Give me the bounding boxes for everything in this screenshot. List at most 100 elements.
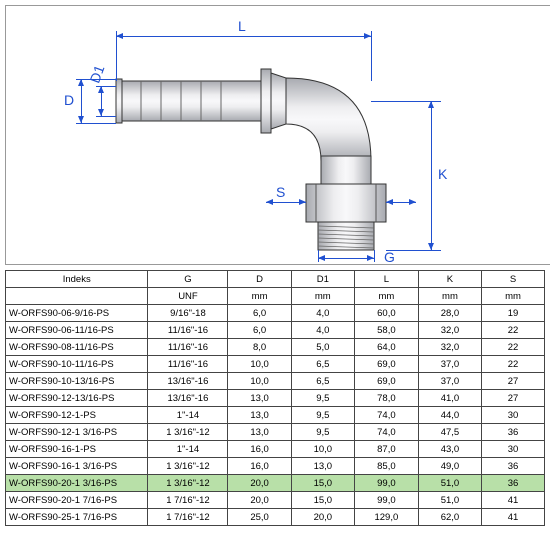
table-cell: 10,0 [228, 373, 291, 390]
table-cell: 19 [482, 305, 545, 322]
table-row: W-ORFS90-25-1 7/16-PS1 7/16"-1225,020,01… [6, 509, 545, 526]
table-cell: W-ORFS90-12-1 3/16-PS [6, 424, 148, 441]
table-cell: 11/16"-16 [148, 322, 228, 339]
dim-K: K [438, 166, 447, 182]
col-unit: mm [228, 288, 291, 305]
table-row: W-ORFS90-20-1 7/16-PS1 7/16"-1220,015,09… [6, 492, 545, 509]
table-cell: 36 [482, 424, 545, 441]
table-cell: W-ORFS90-12-13/16-PS [6, 390, 148, 407]
table-cell: 5,0 [291, 339, 354, 356]
table-cell: 41 [482, 492, 545, 509]
table-cell: 74,0 [354, 424, 418, 441]
table-cell: 43,0 [418, 441, 481, 458]
table-cell: 13,0 [228, 424, 291, 441]
table-cell: 9/16"-18 [148, 305, 228, 322]
table-cell: 1"-14 [148, 441, 228, 458]
table-cell: 15,0 [291, 475, 354, 492]
table-cell: 20,0 [291, 509, 354, 526]
dim-L: L [238, 18, 246, 34]
col-header: L [354, 271, 418, 288]
table-cell: 36 [482, 475, 545, 492]
table-cell: 69,0 [354, 356, 418, 373]
table-cell: 4,0 [291, 305, 354, 322]
table-cell: 6,0 [228, 305, 291, 322]
table-row: W-ORFS90-08-11/16-PS11/16"-168,05,064,03… [6, 339, 545, 356]
table-cell: 69,0 [354, 373, 418, 390]
table-cell: 27 [482, 373, 545, 390]
table-cell: 32,0 [418, 339, 481, 356]
table-cell: 87,0 [354, 441, 418, 458]
table-header-row: IndeksGDD1LKS [6, 271, 545, 288]
table-cell: 1 3/16"-12 [148, 475, 228, 492]
table-cell: W-ORFS90-20-1 7/16-PS [6, 492, 148, 509]
col-header: S [482, 271, 545, 288]
table-cell: W-ORFS90-10-11/16-PS [6, 356, 148, 373]
table-cell: W-ORFS90-25-1 7/16-PS [6, 509, 148, 526]
table-cell: 32,0 [418, 322, 481, 339]
table-cell: 64,0 [354, 339, 418, 356]
table-cell: 41 [482, 509, 545, 526]
table-cell: 1 7/16"-12 [148, 492, 228, 509]
table-cell: 11/16"-16 [148, 339, 228, 356]
table-cell: 37,0 [418, 356, 481, 373]
table-cell: 22 [482, 356, 545, 373]
table-cell: 9,5 [291, 407, 354, 424]
table-cell: 13/16"-16 [148, 373, 228, 390]
table-cell: 129,0 [354, 509, 418, 526]
table-cell: 74,0 [354, 407, 418, 424]
table-cell: 16,0 [228, 458, 291, 475]
table-cell: 9,5 [291, 424, 354, 441]
table-cell: 9,5 [291, 390, 354, 407]
table-unit-row: UNFmmmmmmmmmm [6, 288, 545, 305]
table-cell: 20,0 [228, 475, 291, 492]
table-row: W-ORFS90-10-11/16-PS11/16"-1610,06,569,0… [6, 356, 545, 373]
col-unit: UNF [148, 288, 228, 305]
table-cell: 11/16"-16 [148, 356, 228, 373]
table-cell: 99,0 [354, 492, 418, 509]
table-cell: 13/16"-16 [148, 390, 228, 407]
table-cell: 62,0 [418, 509, 481, 526]
table-cell: 1"-14 [148, 407, 228, 424]
dim-D: D [64, 92, 74, 108]
table-row: W-ORFS90-12-1 3/16-PS1 3/16"-1213,09,574… [6, 424, 545, 441]
table-cell: W-ORFS90-06-11/16-PS [6, 322, 148, 339]
table-cell: 85,0 [354, 458, 418, 475]
table-cell: W-ORFS90-10-13/16-PS [6, 373, 148, 390]
table-cell: 99,0 [354, 475, 418, 492]
table-cell: 1 3/16"-12 [148, 458, 228, 475]
table-cell: 1 7/16"-12 [148, 509, 228, 526]
table-cell: 58,0 [354, 322, 418, 339]
col-unit: mm [482, 288, 545, 305]
col-header: G [148, 271, 228, 288]
col-unit: mm [418, 288, 481, 305]
table-cell: 49,0 [418, 458, 481, 475]
table-row: W-ORFS90-10-13/16-PS13/16"-1610,06,569,0… [6, 373, 545, 390]
table-row: W-ORFS90-16-1-PS1"-1416,010,087,043,030 [6, 441, 545, 458]
table-cell: W-ORFS90-08-11/16-PS [6, 339, 148, 356]
table-row: W-ORFS90-06-9/16-PS9/16"-186,04,060,028,… [6, 305, 545, 322]
table-cell: 13,0 [228, 407, 291, 424]
table-row: W-ORFS90-16-1 3/16-PS1 3/16"-1216,013,08… [6, 458, 545, 475]
table-cell: 30 [482, 441, 545, 458]
table-cell: 30 [482, 407, 545, 424]
table-cell: 1 3/16"-12 [148, 424, 228, 441]
table-cell: 10,0 [291, 441, 354, 458]
table-cell: 20,0 [228, 492, 291, 509]
col-unit: mm [291, 288, 354, 305]
table-cell: 16,0 [228, 441, 291, 458]
table-cell: 44,0 [418, 407, 481, 424]
dim-G: G [384, 249, 395, 265]
table-cell: W-ORFS90-16-1 3/16-PS [6, 458, 148, 475]
spec-table: IndeksGDD1LKS UNFmmmmmmmmmm W-ORFS90-06-… [5, 270, 545, 526]
table-cell: 13,0 [291, 458, 354, 475]
col-header: D1 [291, 271, 354, 288]
col-unit [6, 288, 148, 305]
table-cell: 22 [482, 339, 545, 356]
col-unit: mm [354, 288, 418, 305]
table-row: W-ORFS90-12-13/16-PS13/16"-1613,09,578,0… [6, 390, 545, 407]
table-cell: W-ORFS90-12-1-PS [6, 407, 148, 424]
table-cell: 8,0 [228, 339, 291, 356]
spec-table-container: IndeksGDD1LKS UNFmmmmmmmmmm W-ORFS90-06-… [5, 270, 545, 526]
table-cell: 28,0 [418, 305, 481, 322]
table-cell: 51,0 [418, 492, 481, 509]
